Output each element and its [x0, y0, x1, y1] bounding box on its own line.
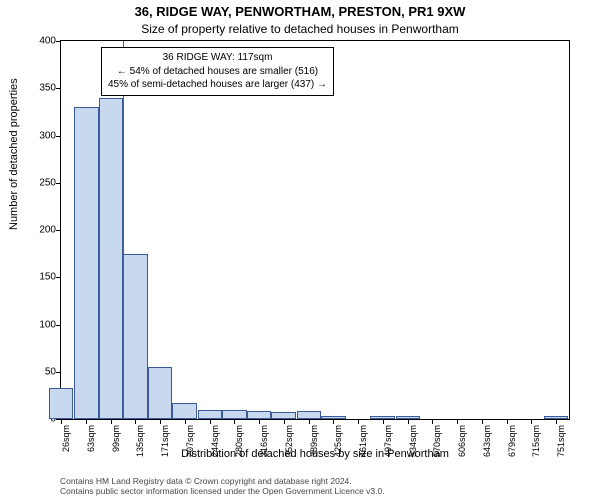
x-tick-mark	[111, 419, 112, 424]
x-tick-mark	[457, 419, 458, 424]
y-tick-mark	[56, 230, 61, 231]
info-line-2: ← 54% of detached houses are smaller (51…	[108, 65, 327, 79]
reference-line	[123, 41, 124, 419]
x-tick-mark	[185, 419, 186, 424]
y-tick-mark	[56, 277, 61, 278]
x-tick-mark	[61, 419, 62, 424]
info-box: 36 RIDGE WAY: 117sqm ← 54% of detached h…	[101, 47, 334, 96]
x-tick-mark	[408, 419, 409, 424]
histogram-bar	[148, 367, 173, 419]
x-tick-mark	[259, 419, 260, 424]
x-tick-mark	[309, 419, 310, 424]
x-tick-mark	[135, 419, 136, 424]
histogram-bar	[172, 403, 197, 419]
y-tick-mark	[56, 88, 61, 89]
histogram-bar	[247, 411, 272, 419]
histogram-bar	[74, 107, 99, 419]
info-line-1: 36 RIDGE WAY: 117sqm	[108, 51, 327, 65]
footer-line-2: Contains public sector information licen…	[60, 486, 570, 497]
x-tick-mark	[284, 419, 285, 424]
x-tick-mark	[358, 419, 359, 424]
y-tick-mark	[56, 136, 61, 137]
footer: Contains HM Land Registry data © Crown c…	[60, 476, 570, 497]
y-tick-label: 250	[31, 177, 56, 188]
x-tick-mark	[482, 419, 483, 424]
chart-title-sub: Size of property relative to detached ho…	[0, 22, 600, 36]
x-tick-mark	[160, 419, 161, 424]
x-tick-mark	[234, 419, 235, 424]
y-tick-label: 100	[31, 319, 56, 330]
histogram-bar	[123, 254, 148, 419]
histogram-bar	[297, 411, 322, 419]
y-tick-label: 200	[31, 225, 56, 236]
y-tick-mark	[56, 41, 61, 42]
x-tick-mark	[556, 419, 557, 424]
y-tick-mark	[56, 325, 61, 326]
info-line-3: 45% of semi-detached houses are larger (…	[108, 78, 327, 92]
chart-title-main: 36, RIDGE WAY, PENWORTHAM, PRESTON, PR1 …	[0, 4, 600, 19]
x-tick-mark	[210, 419, 211, 424]
y-tick-label: 150	[31, 272, 56, 283]
y-tick-mark	[56, 372, 61, 373]
histogram-bar	[49, 388, 74, 419]
y-tick-mark	[56, 183, 61, 184]
x-tick-mark	[507, 419, 508, 424]
histogram-bar	[222, 410, 247, 419]
x-tick-mark	[333, 419, 334, 424]
y-tick-label: 300	[31, 130, 56, 141]
y-tick-label: 50	[31, 366, 56, 377]
x-axis-label: Distribution of detached houses by size …	[60, 448, 570, 460]
histogram-bar	[271, 412, 296, 419]
x-tick-mark	[383, 419, 384, 424]
y-axis-label: Number of detached properties	[8, 78, 20, 230]
footer-line-1: Contains HM Land Registry data © Crown c…	[60, 476, 570, 487]
x-tick-mark	[432, 419, 433, 424]
chart-container: 36, RIDGE WAY, PENWORTHAM, PRESTON, PR1 …	[0, 0, 600, 500]
plot-area: 05010015020025030035040026sqm63sqm99sqm1…	[60, 40, 570, 420]
histogram-bar	[198, 410, 223, 419]
x-tick-mark	[86, 419, 87, 424]
x-tick-mark	[531, 419, 532, 424]
y-tick-label: 400	[31, 36, 56, 47]
histogram-bar	[99, 98, 124, 419]
y-tick-label: 350	[31, 83, 56, 94]
